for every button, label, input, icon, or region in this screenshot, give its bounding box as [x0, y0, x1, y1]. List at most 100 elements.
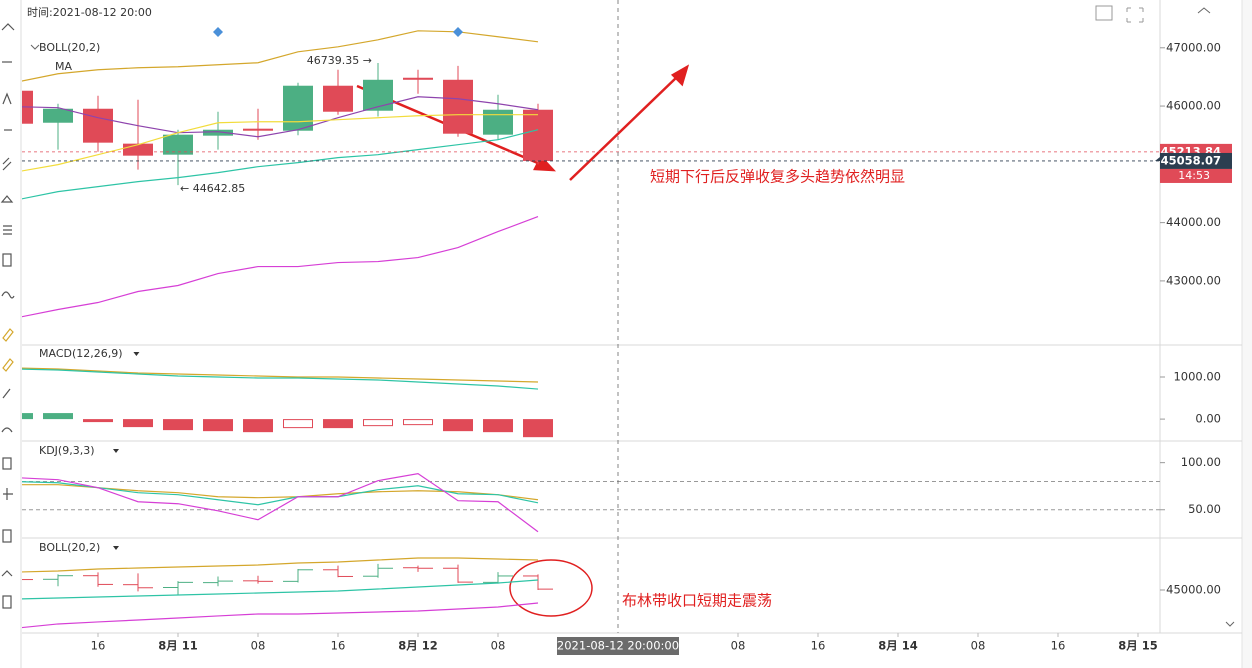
tool-icon[interactable] — [2, 92, 12, 105]
crosshair-label: 2021-08-12 20:00:00 — [557, 639, 679, 653]
candle-body — [83, 108, 113, 143]
y-tick-label: 45000.00 — [1166, 582, 1221, 596]
candle-body — [323, 85, 353, 112]
candle-body — [403, 77, 433, 80]
tool-icon[interactable] — [2, 157, 12, 171]
x-tick-label: 16 — [811, 639, 826, 653]
tool-icon[interactable] — [2, 595, 12, 609]
candle-body — [523, 109, 553, 161]
panel — [22, 473, 1160, 533]
tool-icon[interactable] — [3, 488, 13, 500]
x-tick-label: 08 — [251, 639, 266, 653]
indicator-line — [22, 481, 539, 506]
arrowhead — [670, 64, 690, 87]
indicator-line — [22, 557, 539, 573]
tool-icon[interactable] — [0, 195, 14, 203]
indicator-line — [22, 368, 539, 390]
countdown-label: 14:53 — [1178, 169, 1210, 182]
x-tick-label: 16 — [331, 639, 346, 653]
scroll-icon[interactable] — [1225, 621, 1235, 627]
histogram-bar — [443, 419, 473, 432]
price-tag-label: 45058.07 — [1161, 153, 1221, 167]
price-tag-pointer — [1155, 156, 1160, 161]
candle-body — [363, 79, 393, 111]
indicator-line — [22, 96, 539, 138]
histogram-bar — [243, 419, 273, 433]
side-panel — [1242, 0, 1252, 668]
tool-icon[interactable] — [1, 570, 13, 577]
fullscreen-icon[interactable] — [1126, 7, 1144, 23]
event-marker — [453, 27, 463, 37]
indicator-line — [22, 129, 539, 200]
tool-icon[interactable] — [2, 328, 14, 342]
candle-body — [443, 79, 473, 134]
time-label: 时间:2021-08-12 20:00 — [27, 6, 152, 19]
y-tick-label: 46000.00 — [1166, 99, 1221, 113]
y-tick-label: 50.00 — [1188, 502, 1221, 516]
screenshot-icon[interactable] — [1095, 5, 1113, 21]
indicator-line — [22, 30, 539, 82]
histogram-bar — [22, 413, 33, 420]
y-tick-label: 100.00 — [1181, 455, 1221, 469]
annotation-text: 短期下行后反弹收复多头趋势依然明显 — [650, 168, 905, 186]
annotation-text: 布林带收口短期走震荡 — [622, 592, 772, 610]
tool-icon[interactable] — [2, 388, 11, 399]
histogram-bar — [323, 419, 353, 429]
histogram-bar — [163, 419, 193, 431]
highlight-ellipse — [509, 559, 593, 617]
dropdown-icon — [113, 449, 119, 453]
indicator-line — [22, 602, 539, 629]
histogram-bar — [83, 419, 113, 423]
tool-icon[interactable] — [2, 529, 12, 543]
indicator-title: KDJ(9,3,3) — [39, 444, 95, 457]
extreme-price-label: ← 44642.85 — [180, 182, 245, 195]
indicator-title: BOLL(20,2) — [39, 541, 100, 554]
panel — [22, 30, 553, 318]
x-tick-label: 08 — [731, 639, 746, 653]
x-tick-label: 8月 15 — [1118, 639, 1158, 653]
indicator-line — [22, 216, 539, 318]
tool-icon[interactable] — [3, 225, 12, 235]
crosshair-tag — [557, 637, 679, 655]
indicator-line — [22, 367, 539, 383]
indicator-line — [22, 473, 539, 533]
x-tick-label: 8月 12 — [398, 639, 438, 653]
tool-icon[interactable] — [1, 291, 15, 299]
dropdown-icon — [113, 546, 119, 550]
candle-body — [483, 109, 513, 135]
histogram-bar — [283, 419, 313, 429]
countdown-tag — [1160, 168, 1232, 183]
event-marker — [213, 27, 223, 37]
tool-icon[interactable] — [2, 358, 14, 372]
candle-body — [243, 128, 273, 131]
histogram-bar — [363, 419, 393, 427]
y-tick-label: 44000.00 — [1166, 215, 1221, 229]
histogram-bar — [523, 419, 553, 438]
tool-icon[interactable] — [1, 23, 15, 31]
histogram-bar — [43, 413, 73, 420]
y-tick-label: 47000.00 — [1166, 40, 1221, 54]
collapse-chevron[interactable] — [30, 44, 40, 50]
extreme-price-label: 46739.35 → — [307, 54, 372, 67]
candle-body — [203, 129, 233, 136]
arrow-up — [569, 75, 679, 181]
histogram-bar — [483, 419, 513, 433]
candle-body — [43, 108, 73, 123]
tool-icon[interactable] — [2, 457, 12, 470]
histogram-bar — [403, 419, 433, 426]
tool-icon[interactable] — [1, 427, 13, 433]
x-tick-label: 8月 11 — [158, 639, 198, 653]
x-tick-label: 08 — [491, 639, 506, 653]
indicator-title: MACD(12,26,9) — [39, 347, 123, 360]
collapse-icon[interactable] — [1197, 7, 1211, 14]
left-toolbar[interactable] — [0, 0, 22, 668]
indicator-line — [22, 114, 538, 172]
tool-icon[interactable] — [2, 253, 12, 267]
y-tick-label: 43000.00 — [1166, 273, 1221, 287]
indicator-title: BOLL(20,2) — [39, 41, 100, 54]
indicator-line — [22, 579, 539, 600]
histogram-bar — [123, 419, 153, 428]
histogram-bar — [203, 419, 233, 432]
